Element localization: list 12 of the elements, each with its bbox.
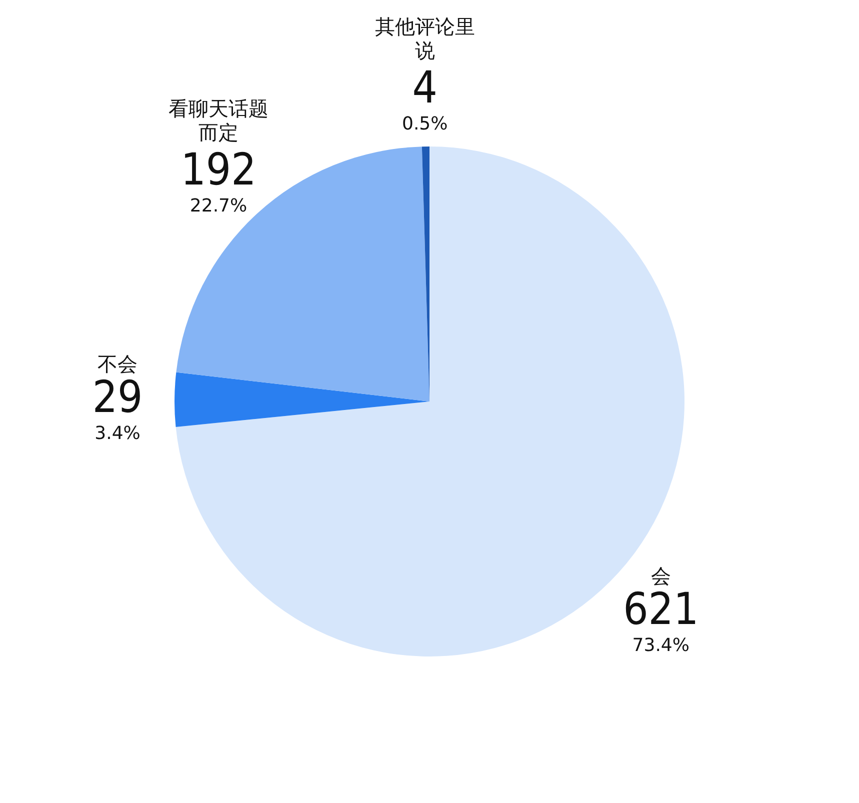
text: 0.5% — [402, 114, 448, 135]
slice-label: 不会 — [98, 352, 138, 376]
text: 22.7% — [190, 196, 248, 217]
pie-slice — [176, 146, 430, 402]
slice-label: 会 — [650, 564, 671, 588]
text: 73.4% — [632, 634, 690, 656]
text: 3.4% — [94, 423, 140, 444]
pie-slice — [174, 372, 430, 428]
slice-label: 其他评论里说 — [374, 14, 475, 63]
slice-label: 看聊天话题而定 — [168, 96, 268, 145]
data-label: 192 — [180, 144, 256, 196]
data-label: 4 — [412, 62, 438, 114]
